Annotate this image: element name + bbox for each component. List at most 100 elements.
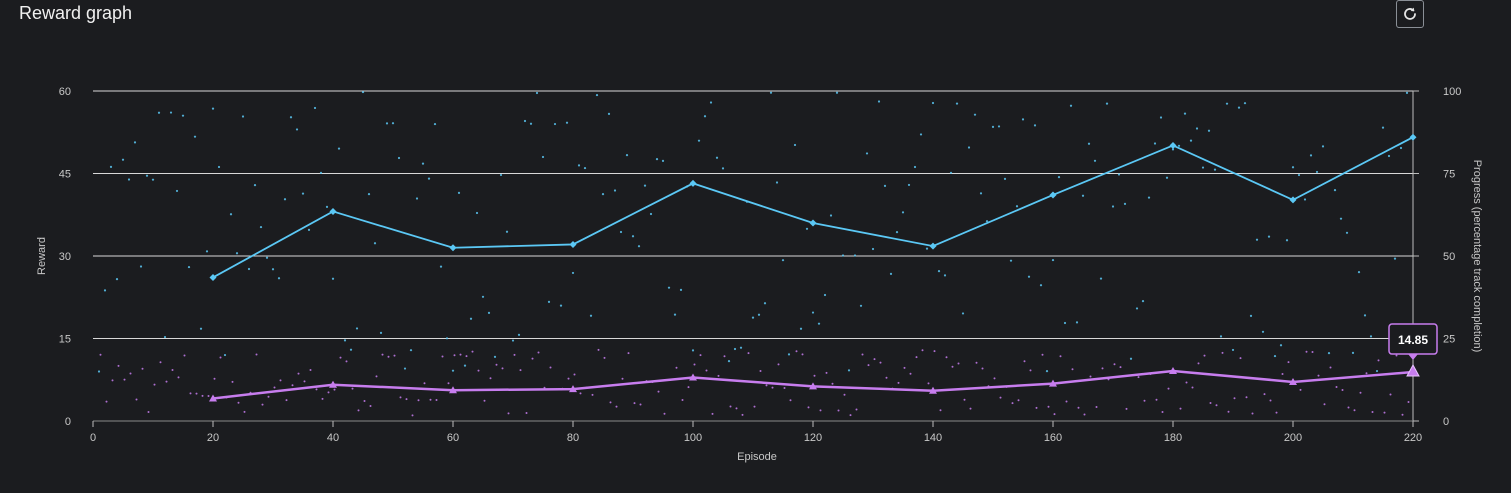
progress-point xyxy=(421,162,425,165)
progress-point xyxy=(673,313,677,316)
progress-point xyxy=(349,348,353,351)
reward-point xyxy=(1071,368,1074,371)
progress-point xyxy=(379,331,383,334)
progress-point xyxy=(1369,335,1373,338)
reward-point xyxy=(129,372,132,375)
progress-point xyxy=(889,272,893,275)
reward-point xyxy=(1215,404,1218,407)
progress-point xyxy=(937,270,941,273)
reward-marker xyxy=(1289,377,1297,385)
reward-point xyxy=(417,399,420,402)
reward-point xyxy=(357,409,360,412)
progress-point xyxy=(1075,321,1079,324)
progress-point xyxy=(499,173,503,177)
progress-point xyxy=(589,314,593,317)
reward-point xyxy=(933,350,936,353)
progress-point xyxy=(817,322,821,325)
progress-point xyxy=(121,158,125,161)
progress-point xyxy=(1225,102,1229,105)
progress-point xyxy=(103,289,107,292)
progress-point xyxy=(901,211,905,214)
value-tooltip: 14.85 xyxy=(1388,323,1438,377)
reward-point xyxy=(855,408,858,411)
reward-point xyxy=(159,361,162,364)
progress-point xyxy=(1279,344,1283,347)
reward-marker xyxy=(809,382,817,390)
reward-point xyxy=(1221,351,1224,354)
reward-point xyxy=(1053,413,1056,416)
reward-point xyxy=(621,377,624,380)
progress-point xyxy=(1063,321,1067,325)
reward-point xyxy=(405,398,408,401)
reward-point xyxy=(825,371,828,374)
progress-marker xyxy=(809,219,817,227)
progress-point xyxy=(1051,258,1055,262)
reward-point xyxy=(615,405,618,408)
x-tick-label: 200 xyxy=(1284,432,1302,444)
reward-point xyxy=(285,399,288,402)
progress-point xyxy=(865,152,869,155)
reward-point xyxy=(981,367,984,370)
reward-point xyxy=(1281,372,1284,375)
progress-point xyxy=(919,133,923,136)
reward-point xyxy=(1209,401,1212,404)
progress-point xyxy=(517,333,521,336)
reward-point xyxy=(1245,396,1248,399)
progress-point xyxy=(295,128,299,131)
series-lines xyxy=(209,133,1417,402)
reward-point xyxy=(1329,366,1332,369)
progress-point xyxy=(871,247,875,251)
progress-point xyxy=(595,93,599,97)
progress-point xyxy=(991,125,995,128)
reward-point xyxy=(255,353,258,356)
reward-point xyxy=(1089,375,1092,378)
grid-lines xyxy=(93,90,1414,422)
progress-point xyxy=(853,254,857,257)
reward-point xyxy=(1011,402,1014,405)
hover-marker xyxy=(1406,364,1420,377)
reward-point xyxy=(1185,381,1188,384)
x-tick-label: 80 xyxy=(567,432,579,444)
progress-point xyxy=(487,311,491,314)
progress-marker xyxy=(929,242,937,250)
reward-point xyxy=(339,356,342,359)
progress-marker xyxy=(209,273,217,281)
progress-point xyxy=(1315,170,1319,174)
progress-point xyxy=(337,147,341,150)
progress-marker xyxy=(689,179,697,187)
reward-point xyxy=(567,377,570,380)
reward-point xyxy=(1125,407,1128,410)
progress-point xyxy=(1219,335,1223,338)
reward-point xyxy=(1101,367,1104,370)
reward-point xyxy=(1311,351,1314,354)
progress-point xyxy=(109,165,113,169)
reward-point xyxy=(459,353,462,356)
reward-point xyxy=(291,384,294,387)
reward-point xyxy=(1197,362,1200,365)
reward-point xyxy=(1287,361,1290,364)
reward-point xyxy=(783,387,786,390)
progress-point xyxy=(739,346,743,349)
refresh-button[interactable] xyxy=(1396,0,1424,28)
reward-point xyxy=(1059,355,1062,358)
progress-point xyxy=(97,370,101,373)
progress-point xyxy=(1003,177,1007,180)
progress-point xyxy=(1231,348,1235,352)
progress-point xyxy=(1093,159,1097,162)
reward-point xyxy=(735,407,738,410)
progress-point xyxy=(1249,314,1253,317)
progress-point xyxy=(187,265,191,269)
progress-point xyxy=(343,339,347,342)
reward-point xyxy=(675,366,678,369)
reward-point xyxy=(207,395,210,398)
reward-point xyxy=(723,355,726,358)
progress-point xyxy=(667,286,671,289)
progress-point xyxy=(1327,352,1331,355)
reward-point xyxy=(483,399,486,402)
progress-point xyxy=(319,171,323,174)
progress-point xyxy=(157,111,161,114)
progress-point xyxy=(367,193,371,196)
progress-point xyxy=(175,189,179,193)
reward-point xyxy=(1083,413,1086,416)
progress-point xyxy=(1099,277,1103,280)
